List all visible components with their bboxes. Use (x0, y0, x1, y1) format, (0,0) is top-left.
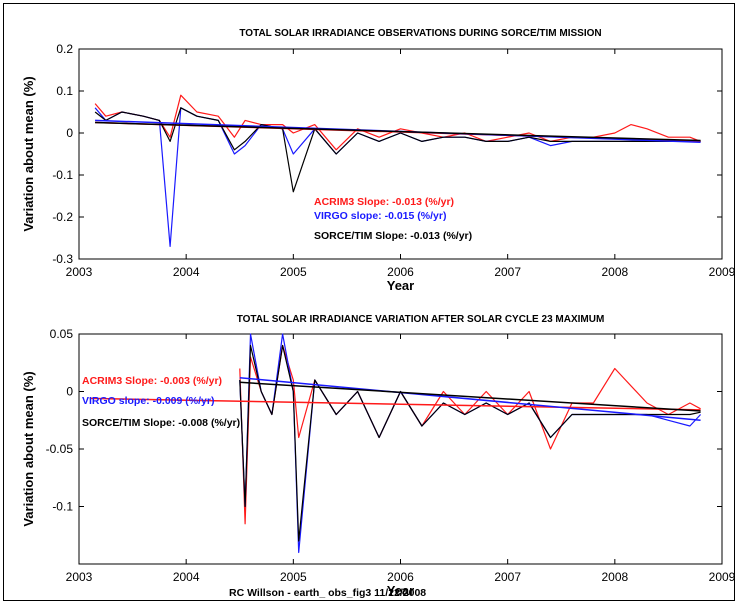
figure-canvas: TOTAL SOLAR IRRADIANCE OBSERVATIONS DURI… (21, 28, 736, 599)
x-tick-label: 2006 (387, 570, 414, 584)
slope-annotation-virgo: VIRGO slope: -0.009 (%/yr) (82, 395, 214, 407)
x-tick-label: 2004 (173, 265, 200, 279)
slope-annotation-sorce: SORCE/TIM Slope: -0.008 (%/yr) (82, 417, 240, 429)
y-tick-label: 0.05 (50, 327, 74, 341)
trend-line-virgo (239, 376, 701, 421)
x-tick-label: 2009 (709, 570, 736, 584)
series-line-acrim (94, 94, 701, 151)
x-tick-label: 2003 (66, 570, 93, 584)
series-line-sorce (239, 344, 701, 542)
y-tick-label: 0 (66, 126, 73, 140)
x-axis-label: Year (387, 583, 414, 598)
chart-bottom: TOTAL SOLAR IRRADIANCE VARIATION AFTER S… (21, 314, 736, 598)
x-tick-label: 2003 (66, 265, 93, 279)
y-tick-label: -0.3 (52, 252, 73, 266)
figure-frame: TOTAL SOLAR IRRADIANCE OBSERVATIONS DURI… (3, 3, 736, 601)
trend-line-sorce (239, 381, 701, 412)
x-tick-label: 2008 (601, 265, 628, 279)
slope-annotation-acrim: ACRIM3 Slope: -0.003 (%/yr) (82, 375, 222, 387)
series-line-sorce (94, 107, 701, 193)
x-tick-label: 2007 (494, 265, 521, 279)
y-tick-label: -0.1 (52, 500, 73, 514)
y-tick-label: -0.05 (46, 442, 74, 456)
chart-title: TOTAL SOLAR IRRADIANCE OBSERVATIONS DURI… (239, 28, 601, 39)
footer-credit: RC Willson - earth_ obs_fig3 11/22/2008 (229, 587, 426, 599)
x-tick-label: 2004 (173, 570, 200, 584)
series-line-virgo (94, 107, 701, 247)
x-tick-label: 2005 (280, 265, 307, 279)
x-tick-label: 2008 (601, 570, 628, 584)
plot-area (78, 48, 723, 260)
slope-annotation-acrim: ACRIM3 Slope: -0.013 (%/yr) (314, 196, 454, 208)
y-tick-label: -0.2 (52, 210, 73, 224)
chart-top: TOTAL SOLAR IRRADIANCE OBSERVATIONS DURI… (21, 28, 736, 293)
chart-title: TOTAL SOLAR IRRADIANCE VARIATION AFTER S… (237, 314, 605, 325)
plot-area (78, 333, 723, 565)
y-tick-label: -0.1 (52, 168, 73, 182)
x-tick-label: 2006 (387, 265, 414, 279)
y-tick-label: 0.1 (56, 84, 73, 98)
trend-line-sorce (95, 121, 701, 142)
x-tick-label: 2005 (280, 570, 307, 584)
y-axis-label: Variation about mean (%) (21, 76, 36, 231)
y-axis-label: Variation about mean (%) (21, 371, 36, 526)
x-tick-label: 2007 (494, 570, 521, 584)
y-tick-label: 0.2 (56, 42, 73, 56)
x-tick-label: 2009 (709, 265, 736, 279)
trend-line-acrim (89, 397, 701, 411)
y-tick-label: 0 (66, 385, 73, 399)
x-axis-label: Year (387, 278, 414, 293)
slope-annotation-sorce: SORCE/TIM Slope: -0.013 (%/yr) (314, 230, 472, 242)
slope-annotation-virgo: VIRGO slope: -0.015 (%/yr) (314, 210, 446, 222)
